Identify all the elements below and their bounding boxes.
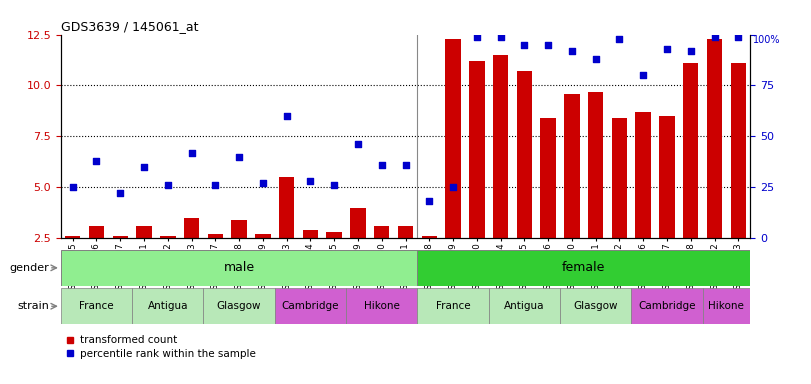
Bar [327, 232, 342, 289]
Point [90, 158, 103, 164]
Point [185, 149, 198, 156]
Bar [88, 226, 104, 289]
Point [565, 48, 578, 54]
Bar [303, 230, 318, 289]
Bar [445, 39, 461, 289]
Bar [160, 236, 175, 289]
Bar [61, 288, 132, 324]
Bar [707, 39, 723, 289]
Point [67, 184, 79, 190]
Bar [65, 236, 80, 289]
Text: Cambridge: Cambridge [638, 301, 696, 311]
Point [161, 182, 174, 188]
Point [280, 113, 293, 119]
Bar [61, 250, 418, 286]
Point [304, 178, 317, 184]
Bar [564, 94, 580, 289]
Bar [469, 61, 484, 289]
Bar [204, 288, 275, 324]
Bar [184, 218, 200, 289]
Bar [588, 91, 603, 289]
Text: Antigua: Antigua [504, 301, 545, 311]
Text: Cambridge: Cambridge [281, 301, 339, 311]
Bar [683, 63, 698, 289]
Text: 100%: 100% [753, 35, 780, 45]
Bar [611, 118, 627, 289]
Bar [659, 116, 675, 289]
Bar [493, 55, 508, 289]
Legend: transformed count, percentile rank within the sample: transformed count, percentile rank withi… [66, 336, 255, 359]
Bar [275, 288, 346, 324]
Text: France: France [79, 301, 114, 311]
Bar [208, 234, 223, 289]
Text: female: female [562, 262, 606, 274]
Point [114, 190, 127, 196]
Bar [346, 288, 418, 324]
Point [351, 141, 364, 147]
Bar [422, 236, 437, 289]
Bar [636, 112, 651, 289]
Text: Hikone: Hikone [364, 301, 400, 311]
Point [684, 48, 697, 54]
Point [589, 56, 602, 62]
Text: GDS3639 / 145061_at: GDS3639 / 145061_at [61, 20, 199, 33]
Bar [702, 288, 750, 324]
Bar [374, 226, 389, 289]
Point [209, 182, 222, 188]
Text: gender: gender [9, 263, 49, 273]
Bar [231, 220, 247, 289]
Text: Hikone: Hikone [709, 301, 744, 311]
Bar [418, 288, 489, 324]
Bar [489, 288, 560, 324]
Point [637, 72, 650, 78]
Bar [113, 236, 128, 289]
Point [447, 184, 460, 190]
Point [494, 33, 507, 40]
Bar [132, 288, 204, 324]
Bar [279, 177, 294, 289]
Point [732, 33, 744, 40]
Text: Glasgow: Glasgow [573, 301, 618, 311]
Point [399, 162, 412, 168]
Bar [517, 71, 532, 289]
Text: Glasgow: Glasgow [217, 301, 261, 311]
Bar [631, 288, 702, 324]
Point [613, 36, 626, 42]
Bar [255, 234, 271, 289]
Bar [540, 118, 556, 289]
Point [708, 33, 721, 40]
Point [375, 162, 388, 168]
Text: France: France [436, 301, 470, 311]
Point [542, 42, 555, 48]
Bar [397, 226, 414, 289]
Text: male: male [224, 262, 255, 274]
Point [423, 199, 436, 205]
Point [470, 33, 483, 40]
Bar [731, 63, 746, 289]
Text: strain: strain [17, 301, 49, 311]
Bar [350, 207, 366, 289]
Bar [418, 250, 750, 286]
Point [518, 42, 531, 48]
Point [233, 154, 246, 160]
Point [256, 180, 269, 186]
Bar [136, 226, 152, 289]
Bar [560, 288, 631, 324]
Text: Antigua: Antigua [148, 301, 188, 311]
Point [660, 46, 673, 52]
Point [138, 164, 151, 170]
Point [328, 182, 341, 188]
